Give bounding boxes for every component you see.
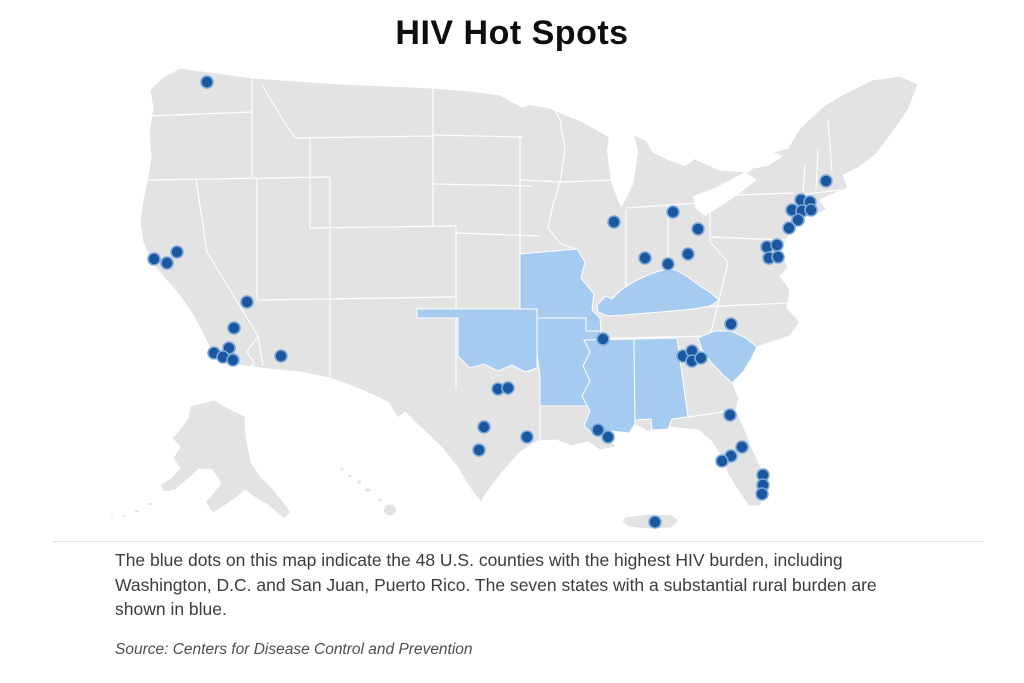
county-dot	[240, 295, 254, 309]
county-dot	[501, 381, 515, 395]
county-dot	[472, 443, 486, 457]
county-dot	[723, 408, 737, 422]
county-dot	[477, 420, 491, 434]
county-dot	[200, 75, 214, 89]
county-dot	[274, 349, 288, 363]
county-dot	[804, 203, 818, 217]
county-dot	[170, 245, 184, 259]
source-text: Source: Centers for Disease Control and …	[115, 641, 473, 658]
county-dot	[648, 515, 662, 529]
county-dot	[226, 353, 240, 367]
divider-line	[52, 541, 984, 542]
county-dot	[638, 251, 652, 265]
county-dot	[227, 321, 241, 335]
county-dot	[691, 222, 705, 236]
county-dot	[735, 440, 749, 454]
caption-text: The blue dots on this map indicate the 4…	[115, 550, 877, 619]
county-dot	[520, 430, 534, 444]
county-dot	[791, 213, 805, 227]
page-title: HIV Hot Spots	[395, 14, 629, 52]
lake-huron-shape	[645, 126, 697, 166]
state-highlight-south-carolina	[697, 330, 758, 384]
county-dot	[661, 257, 675, 271]
state-highlight-mississippi	[581, 338, 636, 434]
county-dot	[681, 247, 695, 261]
county-dot	[607, 215, 621, 229]
highlighted-states	[416, 248, 758, 434]
county-dot	[666, 205, 680, 219]
lake-ontario-shape	[747, 151, 783, 169]
state-highlight-alabama	[633, 337, 689, 431]
county-dot	[819, 174, 833, 188]
county-dot	[147, 252, 161, 266]
county-dot	[755, 487, 769, 501]
dots-layer	[147, 75, 833, 529]
county-dot	[591, 423, 605, 437]
state-highlight-kentucky	[596, 268, 720, 317]
county-dot	[724, 317, 738, 331]
county-dot	[160, 256, 174, 270]
county-dot	[601, 430, 615, 444]
lake-superior-shape	[500, 88, 622, 138]
county-dot	[771, 250, 785, 264]
alaska-shape	[159, 399, 292, 520]
hawaii-islands	[339, 466, 397, 517]
aleutian-islands	[109, 501, 154, 520]
county-dot	[715, 454, 729, 468]
county-dot	[770, 238, 784, 252]
county-dot	[596, 332, 610, 346]
state-borders	[145, 78, 841, 441]
county-dot	[694, 351, 708, 365]
lake-erie-shape	[693, 172, 757, 216]
lake-michigan-shape	[607, 118, 638, 208]
county-dot	[782, 221, 796, 235]
